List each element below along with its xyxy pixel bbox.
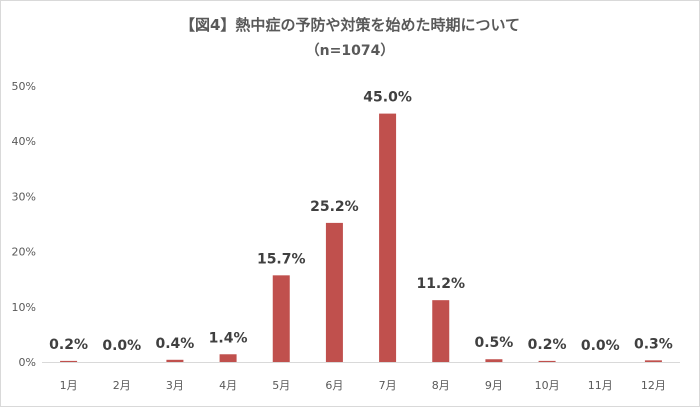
x-tick-label: 10月 [535,379,560,392]
bar [538,360,556,362]
bar [485,359,503,362]
y-tick-label: 20% [12,246,36,259]
data-label: 0.0% [102,338,141,354]
x-tick-label: 12月 [641,379,666,392]
bar [644,360,662,362]
data-label: 1.4% [209,330,248,346]
x-tick-label: 8月 [432,379,450,392]
chart-subtitle: （n=1074） [305,43,395,59]
y-tick-label: 0% [19,356,36,369]
x-tick-label: 3月 [166,379,184,392]
bar [272,275,290,362]
y-tick-label: 50% [12,80,36,93]
bar [219,354,237,362]
data-label: 0.5% [475,335,514,351]
y-tick-label: 30% [12,190,36,203]
data-label: 0.2% [49,337,88,353]
bar [166,359,184,362]
data-label: 11.2% [416,276,465,292]
data-label: 0.4% [156,336,195,352]
bars [60,113,662,362]
y-tick-label: 10% [12,301,36,314]
x-tick-label: 4月 [219,379,237,392]
x-tick-label: 6月 [325,379,343,392]
data-label: 0.3% [634,336,673,352]
y-tick-label: 40% [12,135,36,148]
bar [60,360,78,362]
x-tick-label: 7月 [379,379,397,392]
bar [432,300,450,362]
x-tick-label: 1月 [60,379,78,392]
y-axis: 0% 10% 20% 30% 40% 50% [12,80,36,369]
data-label: 15.7% [257,251,306,267]
bar [325,222,343,362]
data-label: 25.2% [310,199,359,215]
data-label: 0.0% [581,338,620,354]
x-tick-label: 2月 [113,379,131,392]
x-tick-label: 9月 [485,379,503,392]
x-tick-label: 5月 [272,379,290,392]
x-axis: 1月 2月 3月 4月 5月 6月 7月 8月 9月 10月 11月 12月 [42,362,680,392]
bar [379,113,397,362]
data-label: 45.0% [363,90,412,106]
data-labels: 0.2% 0.0% 0.4% 1.4% 15.7% 25.2% 45.0% 11.2% 0.5%… [49,90,673,354]
x-tick-label: 11月 [588,379,613,392]
chart-title: 【図4】熱中症の予防や対策を始めた時期について [180,16,520,34]
data-label: 0.2% [528,337,567,353]
